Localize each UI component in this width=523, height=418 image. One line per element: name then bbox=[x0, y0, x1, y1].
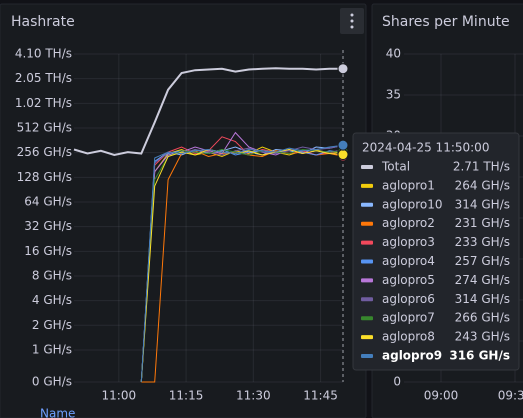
panel-title: Shares per Minute bbox=[382, 14, 510, 30]
legend-entry: aglopro10 bbox=[382, 197, 443, 211]
tooltip-value: 266 GH/s bbox=[455, 311, 510, 325]
tooltip-value: 243 GH/s bbox=[455, 330, 510, 344]
series-line bbox=[140, 136, 344, 383]
legend-entry: aglopro7 bbox=[382, 311, 435, 325]
y-tick-label: 0 GH/s bbox=[32, 375, 72, 389]
y-tick-label: 40 bbox=[386, 47, 401, 61]
y-tick-label: 512 GH/s bbox=[17, 120, 72, 134]
y-tick-label: 8 GH/s bbox=[32, 268, 72, 282]
y-tick-label: 0 bbox=[393, 375, 401, 389]
tooltip-value: 233 GH/s bbox=[455, 235, 510, 249]
hover-point bbox=[337, 63, 349, 75]
legend-entry: aglopro6 bbox=[382, 292, 435, 306]
tooltip-time: 2024-04-25 11:50:00 bbox=[362, 141, 489, 155]
tooltip-value: 274 GH/s bbox=[455, 273, 510, 287]
legend-entry: aglopro2 bbox=[382, 216, 435, 230]
tooltip-value: 264 GH/s bbox=[455, 178, 510, 192]
legend-swatch bbox=[361, 240, 373, 245]
y-tick-label: 1.02 TH/s bbox=[15, 96, 72, 110]
y-tick-label: 32 GH/s bbox=[24, 219, 72, 233]
tooltip-value: 316 GH/s bbox=[449, 349, 510, 363]
x-tick-label: 11:30 bbox=[236, 389, 271, 403]
tooltip-box bbox=[352, 132, 520, 371]
y-tick-label: 4.10 TH/s bbox=[15, 47, 72, 61]
hover-point bbox=[337, 139, 349, 151]
legend-swatch bbox=[361, 259, 373, 264]
tooltip-value: 314 GH/s bbox=[455, 197, 510, 211]
x-tick-label: 09:30 bbox=[498, 389, 523, 403]
legend-entry: aglopro3 bbox=[382, 235, 435, 249]
legend-swatch bbox=[361, 316, 373, 321]
menu-dot bbox=[350, 25, 354, 29]
x-tick-label: 09:00 bbox=[424, 389, 459, 403]
tooltip-value: 2.71 TH/s bbox=[453, 160, 510, 174]
tooltip: 2024-04-25 11:50:00 Total 2.71 TH/s aglopro… bbox=[352, 132, 520, 371]
y-tick-label: 16 GH/s bbox=[24, 244, 72, 258]
menu-dot bbox=[350, 19, 354, 23]
y-tick-label: 128 GH/s bbox=[17, 170, 72, 184]
legend-entry: aglopro8 bbox=[382, 330, 435, 344]
legend-entry: aglopro4 bbox=[382, 254, 435, 268]
legend-swatch bbox=[361, 335, 373, 340]
legend-entry: Total bbox=[381, 160, 410, 174]
series-line bbox=[140, 144, 344, 383]
tooltip-value: 314 GH/s bbox=[455, 292, 510, 306]
y-tick-label: 2 GH/s bbox=[32, 318, 72, 332]
y-tick-label: 1 GH/s bbox=[32, 342, 72, 356]
legend-swatch bbox=[361, 165, 373, 169]
x-tick-label: 11:00 bbox=[102, 389, 137, 403]
tooltip-value: 257 GH/s bbox=[455, 254, 510, 268]
series-line bbox=[73, 67, 344, 157]
series-line bbox=[140, 148, 344, 383]
legend-entry: aglopro1 bbox=[382, 178, 435, 192]
x-tick-label: 11:15 bbox=[169, 389, 204, 403]
legend-entry: aglopro5 bbox=[382, 273, 435, 287]
legend-swatch bbox=[361, 354, 373, 358]
tooltip-value: 231 GH/s bbox=[455, 216, 510, 230]
y-tick-label: 35 bbox=[386, 88, 401, 102]
x-tick-label: 11:45 bbox=[303, 389, 338, 403]
panel-title: Hashrate bbox=[11, 14, 75, 30]
y-tick-label: 64 GH/s bbox=[24, 194, 72, 208]
hashrate-plot: 0 GH/s 1 GH/s 2 GH/s 4 GH/s 8 GH/s 16 GH/s 32 … bbox=[15, 47, 349, 403]
legend-swatch bbox=[361, 202, 373, 207]
y-tick-label: 4 GH/s bbox=[32, 293, 72, 307]
legend-swatch bbox=[361, 297, 373, 302]
menu-dot bbox=[350, 13, 354, 17]
y-tick-label: 256 GH/s bbox=[17, 145, 72, 159]
legend-swatch bbox=[361, 278, 373, 283]
legend-swatch bbox=[361, 183, 373, 188]
legend-header[interactable]: Name bbox=[40, 407, 75, 418]
hover-point bbox=[337, 149, 349, 161]
legend-entry: aglopro9 bbox=[382, 349, 442, 363]
legend-swatch bbox=[361, 221, 373, 226]
y-tick-label: 2.05 TH/s bbox=[15, 71, 72, 85]
